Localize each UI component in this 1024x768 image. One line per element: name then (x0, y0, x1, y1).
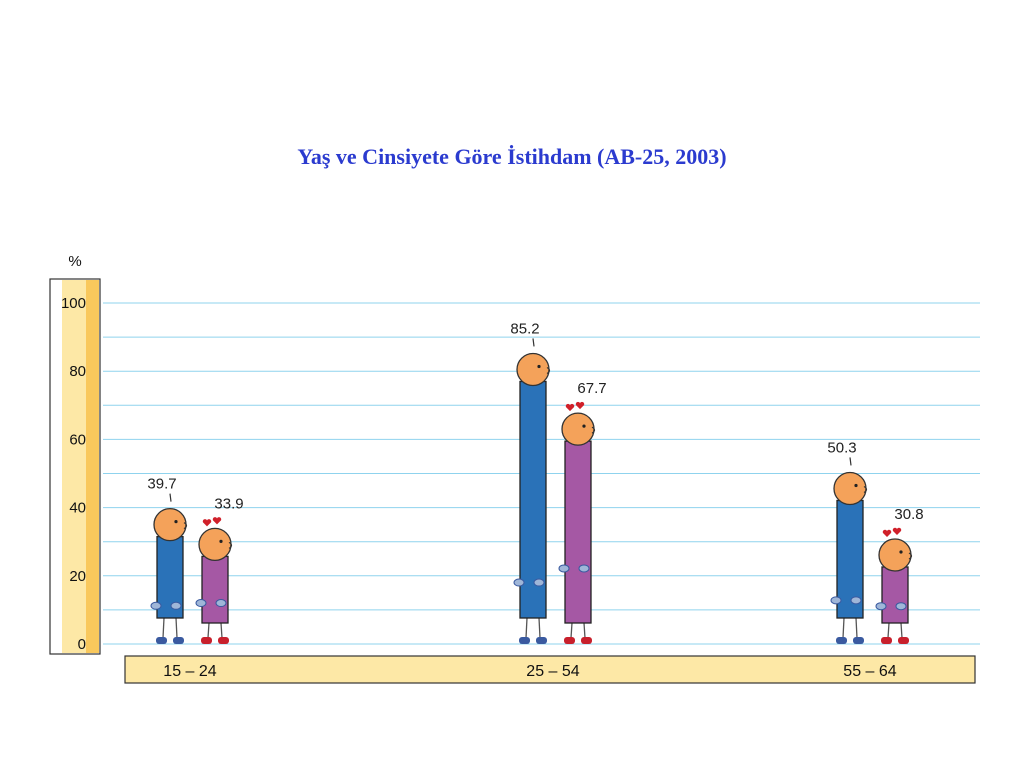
heart-icon (882, 529, 892, 537)
y-tick-label: 60 (69, 431, 86, 448)
category-band (124, 655, 976, 684)
bar (881, 566, 909, 624)
figure-leg (570, 622, 573, 639)
category-label: 25 – 54 (526, 663, 579, 680)
figure-shoe (581, 637, 592, 644)
female-figure (195, 517, 233, 644)
figure-shoe (836, 637, 847, 644)
data-label: 50.3 (827, 439, 856, 456)
figure-head (833, 471, 867, 506)
heart-icon (892, 527, 902, 535)
figure-eye (899, 550, 903, 554)
figure-hand (513, 578, 525, 587)
heart-icon (565, 403, 575, 412)
figure-leg (162, 617, 165, 639)
figure-eye (219, 539, 223, 544)
y-tick-label: 20 (69, 568, 86, 585)
figure-shoe (201, 637, 212, 644)
bar (519, 380, 547, 619)
data-label: 30.8 (894, 506, 923, 523)
y-tick-label: 0 (78, 636, 86, 653)
figure-hand (895, 602, 907, 611)
figure-shoe (536, 637, 547, 644)
category-label: 55 – 64 (843, 663, 896, 680)
figure-hand (150, 601, 162, 610)
category-label: 15 – 24 (163, 663, 216, 680)
figure-shoe (564, 637, 575, 644)
figure-hand (830, 596, 842, 605)
bar (201, 555, 229, 624)
category-labels: 15 – 24 25 – 54 55 – 64 (163, 663, 896, 680)
figure-shoe (898, 637, 909, 644)
figure-leg (900, 622, 903, 639)
figure-eye (582, 424, 586, 428)
figure-head (561, 412, 595, 446)
figure-hand (170, 601, 182, 610)
figure-hand (215, 599, 227, 608)
data-label: 67.7 (577, 380, 606, 397)
y-tick-label: 40 (69, 500, 86, 517)
label-tick (849, 457, 852, 466)
figure-leg (887, 622, 890, 639)
figure-hand (578, 564, 590, 573)
figure-ear (546, 366, 551, 374)
figure-shoe (519, 637, 530, 644)
figure-hand (875, 602, 887, 611)
y-axis-unit: % (68, 253, 81, 270)
label-tick (169, 493, 172, 502)
figure-head (516, 352, 550, 387)
female-figure (558, 401, 596, 644)
figure-leg (175, 617, 178, 639)
figure-ear (863, 485, 868, 493)
heart-icon (212, 517, 222, 525)
bar (564, 440, 592, 624)
figure-ear (183, 522, 188, 530)
figure-leg (220, 622, 223, 639)
figure-leg (525, 617, 528, 639)
figure-shoe (853, 637, 864, 644)
figure-shoe (173, 637, 184, 644)
male-figure (513, 352, 551, 644)
y-tick-labels: 0 20 40 60 80 100 (61, 295, 86, 653)
figure-ear (591, 426, 596, 434)
figure-leg (842, 617, 845, 639)
figure-hand (533, 578, 545, 587)
figure-ear (228, 541, 233, 549)
y-tick-label: 80 (69, 363, 86, 380)
figure-head (198, 527, 232, 562)
male-figure (830, 471, 868, 644)
figure-ear (908, 552, 913, 560)
female-figure (875, 527, 913, 644)
figure-leg (538, 617, 541, 639)
figure-leg (855, 617, 858, 639)
figure-head (153, 507, 187, 542)
figure-shoe (156, 637, 167, 644)
data-label: 39.7 (147, 476, 176, 493)
male-figure (150, 507, 188, 644)
figure-eye (174, 520, 178, 524)
label-tick (532, 338, 535, 347)
y-tick-label: 100 (61, 295, 86, 312)
figure-eye (854, 483, 858, 488)
figure-shoe (881, 637, 892, 644)
figure-eye (537, 364, 541, 369)
chart-title: Yaş ve Cinsiyete Göre İstihdam (AB-25, 2… (297, 144, 727, 169)
figure-leg (207, 622, 210, 639)
data-label: 85.2 (510, 320, 539, 337)
figure-shoe (218, 637, 229, 644)
figure-hand (195, 599, 207, 608)
figure-hand (558, 564, 570, 573)
heart-icon (202, 519, 212, 527)
figure-leg (583, 622, 586, 639)
chart-marks: 39.7 85.2 50.3 33.9 67.7 30.8 (147, 320, 924, 644)
y-axis-ruler-light (62, 280, 86, 653)
heart-icon (575, 401, 585, 410)
figure-hand (850, 596, 862, 605)
y-axis-ruler-dark (86, 280, 99, 653)
figure-head (878, 538, 912, 572)
data-label: 33.9 (214, 495, 243, 512)
